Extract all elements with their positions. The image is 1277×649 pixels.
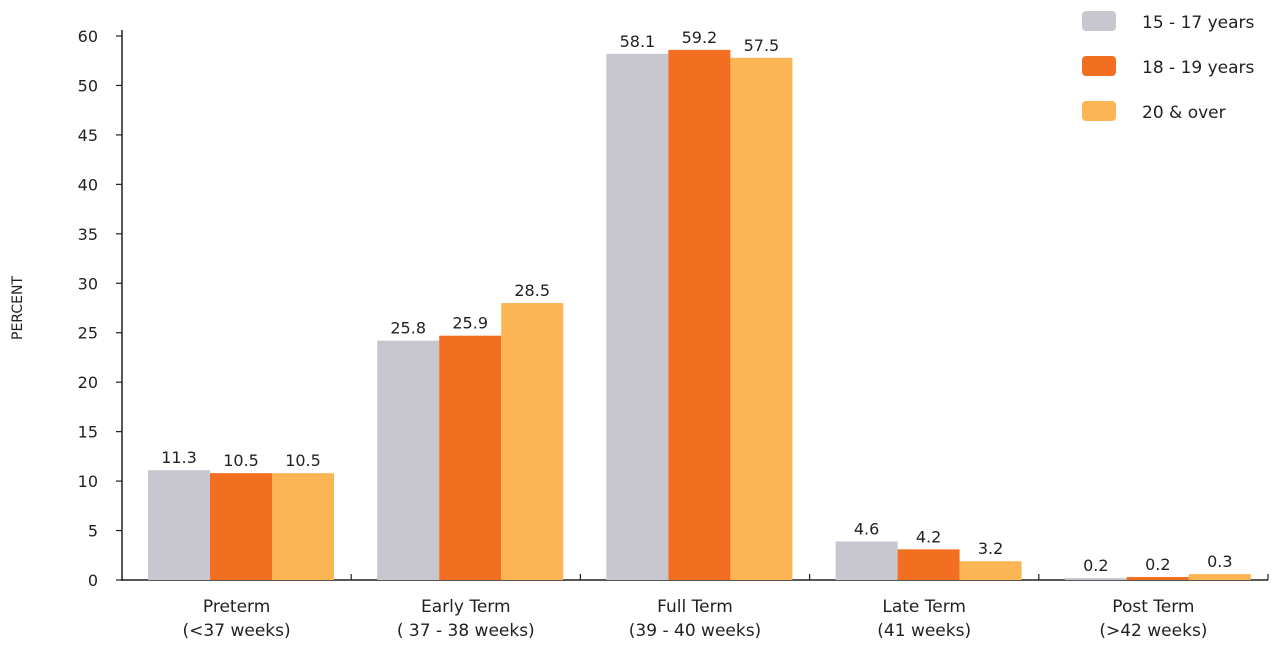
y-tick-label: 60 bbox=[78, 27, 98, 46]
data-label: 57.5 bbox=[744, 36, 780, 55]
data-label: 58.1 bbox=[620, 32, 656, 51]
data-label: 3.2 bbox=[978, 539, 1003, 558]
y-tick-label: 40 bbox=[78, 175, 98, 194]
y-tick-label: 50 bbox=[78, 76, 98, 95]
y-tick-label: 45 bbox=[78, 126, 98, 145]
x-tick-label: Early Term bbox=[421, 597, 511, 617]
data-label: 4.6 bbox=[854, 519, 879, 538]
data-label: 59.2 bbox=[682, 28, 718, 47]
y-axis-title: PERCENT bbox=[10, 276, 26, 340]
data-label: 25.8 bbox=[390, 319, 426, 338]
bar bbox=[897, 549, 960, 580]
legend: 15 - 17 years 18 - 19 years 20 & over bbox=[1082, 11, 1255, 123]
data-label: 25.9 bbox=[452, 314, 488, 333]
bar bbox=[606, 53, 669, 580]
data-label: 10.5 bbox=[285, 451, 321, 470]
legend-swatch bbox=[1082, 11, 1116, 31]
bar bbox=[730, 57, 793, 580]
y-axis-title-group: PERCENT bbox=[10, 276, 26, 340]
x-tick-sublabel: ( 37 - 38 weeks) bbox=[397, 621, 535, 641]
bar bbox=[272, 473, 334, 580]
legend-label: 15 - 17 years bbox=[1142, 13, 1255, 33]
x-tick-label: Post Term bbox=[1112, 597, 1194, 617]
x-tick-label: Full Term bbox=[657, 597, 733, 617]
bar bbox=[959, 561, 1022, 580]
bar bbox=[377, 340, 440, 580]
bars bbox=[148, 49, 1251, 580]
y-tick-label: 0 bbox=[88, 571, 98, 590]
y-tick-label: 30 bbox=[78, 274, 98, 293]
bar bbox=[501, 303, 564, 580]
data-label: 10.5 bbox=[223, 451, 259, 470]
bar bbox=[210, 473, 272, 580]
legend-label: 20 & over bbox=[1142, 103, 1226, 123]
data-label: 0.2 bbox=[1083, 556, 1108, 575]
y-tick-label: 35 bbox=[78, 225, 98, 244]
bar bbox=[148, 470, 210, 580]
bar bbox=[1126, 577, 1189, 580]
bar bbox=[668, 49, 731, 580]
bar bbox=[1064, 578, 1127, 580]
y-tick-label: 25 bbox=[78, 324, 98, 343]
legend-swatch bbox=[1082, 101, 1116, 121]
data-labels: 11.3 10.5 10.5 25.8 25.9 28.5 58.1 59.2 57.5 4.6 4… bbox=[161, 28, 1232, 575]
legend-label: 18 - 19 years bbox=[1142, 58, 1255, 78]
bar bbox=[1188, 574, 1251, 580]
x-tick-sublabel: (41 weeks) bbox=[877, 621, 971, 641]
data-label: 11.3 bbox=[161, 448, 197, 467]
legend-swatch bbox=[1082, 56, 1116, 76]
x-tick-label: Late Term bbox=[882, 597, 966, 617]
y-tick-label: 5 bbox=[88, 522, 98, 541]
x-tick-sublabel: (>42 weeks) bbox=[1099, 621, 1207, 641]
bar bbox=[439, 335, 502, 580]
y-tick-label: 15 bbox=[78, 423, 98, 442]
data-label: 0.3 bbox=[1207, 552, 1232, 571]
x-tick-sublabel: (39 - 40 weeks) bbox=[629, 621, 761, 641]
data-label: 28.5 bbox=[514, 281, 550, 300]
bar bbox=[835, 541, 898, 580]
data-label: 0.2 bbox=[1145, 555, 1170, 574]
y-tick-label: 20 bbox=[78, 373, 98, 392]
data-label: 4.2 bbox=[916, 527, 941, 546]
axes: 0 5 10 15 20 25 30 35 40 45 50 60 Preterm (<37 weeks)… bbox=[78, 27, 1269, 641]
y-tick-label: 10 bbox=[78, 472, 98, 491]
x-tick-sublabel: (<37 weeks) bbox=[183, 621, 291, 641]
x-tick-label: Preterm bbox=[203, 597, 270, 617]
